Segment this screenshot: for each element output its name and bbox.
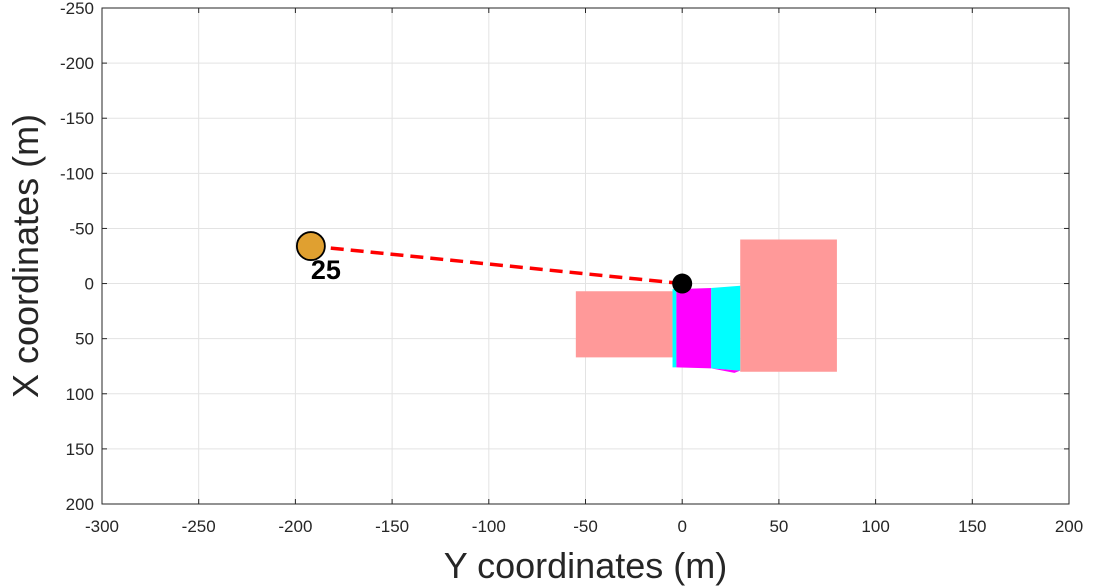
y-axis-ticks: -250 -200 -150 -100 -50 0 50 100 150 200 <box>60 0 1069 514</box>
x-tick-label: -50 <box>573 517 598 536</box>
x-axis-title: Y coordinates (m) <box>444 545 727 586</box>
target-label: 25 <box>311 255 341 285</box>
trajectory-lines <box>310 244 683 286</box>
x-tick-label: -150 <box>375 517 409 536</box>
x-tick-label: 50 <box>769 517 788 536</box>
x-tick-label: -100 <box>472 517 506 536</box>
y-tick-label: -250 <box>60 0 94 18</box>
x-tick-label: -200 <box>278 517 312 536</box>
region-magenta-lane <box>676 287 712 369</box>
y-tick-label: 200 <box>66 495 94 514</box>
region-left-zone <box>575 291 673 358</box>
x-tick-label: -250 <box>182 517 216 536</box>
x-tick-label: 0 <box>677 517 686 536</box>
region-cyan-lane-left <box>672 289 677 368</box>
x-tick-label: 150 <box>958 517 986 536</box>
target-marker <box>295 231 326 261</box>
x-tick-label: 200 <box>1055 517 1083 536</box>
origin-dot-marker <box>672 273 693 294</box>
y-tick-label: -100 <box>60 164 94 183</box>
y-tick-label: 0 <box>85 275 94 294</box>
region-cyan-lane-right <box>711 285 741 371</box>
x-tick-label: -300 <box>85 517 119 536</box>
y-tick-label: 150 <box>66 440 94 459</box>
y-tick-label: 100 <box>66 385 94 404</box>
markers: 25 <box>295 231 693 294</box>
region-right-zone <box>740 239 837 372</box>
y-tick-label: 50 <box>75 330 94 349</box>
region-magenta-strip <box>711 368 741 373</box>
x-tick-label: 100 <box>861 517 889 536</box>
y-tick-label: -200 <box>60 54 94 73</box>
y-tick-label: -50 <box>69 219 94 238</box>
dashed-trajectory-line <box>310 244 683 286</box>
x-axis-ticks: -300 -250 -200 -150 -100 -50 0 50 100 150 200 <box>85 8 1083 536</box>
y-tick-label: -150 <box>60 109 94 128</box>
y-axis-title: X coordinates (m) <box>5 114 46 398</box>
zone-regions <box>575 239 837 373</box>
